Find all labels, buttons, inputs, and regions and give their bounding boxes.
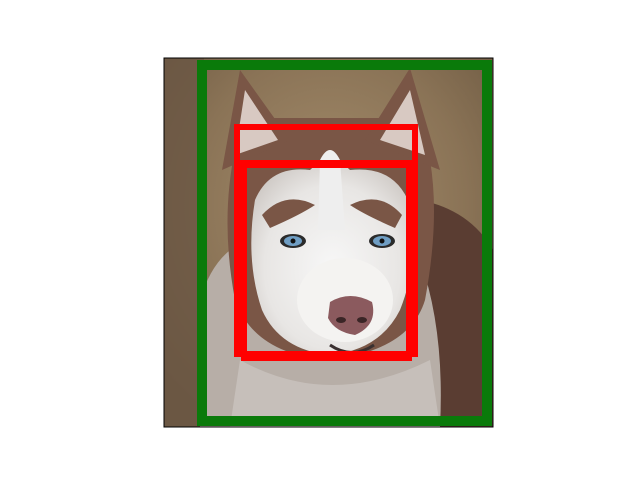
dog-left-pupil [290, 238, 296, 244]
dog-right-nostril [357, 317, 367, 323]
dog-left-brow [262, 199, 315, 228]
dog-left-ear-inner [235, 90, 278, 155]
dog-back-dark [420, 200, 493, 427]
photo-border [163, 57, 494, 428]
dog-chest [230, 360, 440, 427]
dog-right-pupil [379, 238, 385, 244]
dog-forehead-stripe [318, 150, 345, 230]
green-box [197, 60, 492, 426]
red-box-3 [238, 160, 412, 356]
dog-right-brow [350, 199, 402, 228]
dog-left-nostril [336, 317, 346, 323]
dog-nose [328, 296, 374, 335]
dog-photo [164, 58, 493, 427]
